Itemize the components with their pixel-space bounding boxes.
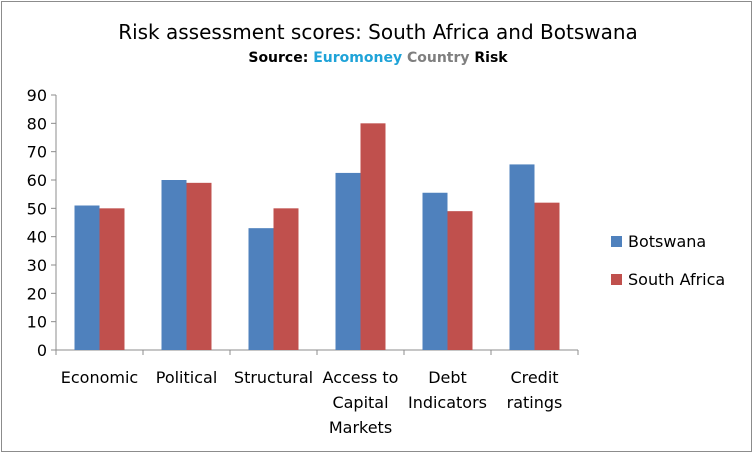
subtitle-risk: Risk xyxy=(474,50,508,66)
y-tick-label: 0 xyxy=(37,341,47,360)
bar-south-africa xyxy=(99,208,125,350)
subtitle-country: Country xyxy=(406,50,470,66)
x-category-label: Debt xyxy=(428,368,467,387)
subtitle-prefix: Source xyxy=(248,50,303,66)
subtitle-euromoney: Euromoney xyxy=(313,50,403,66)
y-tick-label: 80 xyxy=(27,114,47,133)
subtitle-separator: : xyxy=(302,50,314,66)
bar-south-africa xyxy=(447,211,473,350)
bar-south-africa xyxy=(273,208,299,350)
y-tick-label: 30 xyxy=(27,256,47,275)
legend-label: South Africa xyxy=(628,270,725,289)
x-category-label: Political xyxy=(156,368,218,387)
bar-south-africa xyxy=(360,123,386,350)
bar-botswana xyxy=(509,164,535,350)
bar-botswana xyxy=(422,192,448,350)
y-tick-label: 40 xyxy=(27,228,47,247)
y-tick-label: 50 xyxy=(27,199,47,218)
x-category-label: Credit xyxy=(510,368,558,387)
y-tick-label: 90 xyxy=(27,86,47,105)
bar-south-africa xyxy=(534,202,560,350)
x-category-label: Capital xyxy=(332,393,388,412)
y-tick-label: 60 xyxy=(27,171,47,190)
legend-swatch xyxy=(611,274,622,285)
y-tick-label: 10 xyxy=(27,313,47,332)
x-category-label: ratings xyxy=(507,393,563,412)
y-tick-label: 70 xyxy=(27,143,47,162)
y-tick-label: 20 xyxy=(27,284,47,303)
x-category-label: Economic xyxy=(61,368,138,387)
x-category-label: Indicators xyxy=(408,393,487,412)
bar-botswana xyxy=(335,172,361,350)
x-category-label: Access to xyxy=(323,368,399,387)
x-category-label: Markets xyxy=(329,418,392,437)
bar-botswana xyxy=(161,180,187,350)
x-category-label: Structural xyxy=(234,368,313,387)
bar-south-africa xyxy=(186,182,212,350)
bar-botswana xyxy=(74,205,100,350)
chart-subtitle: Source: Euromoney Country Risk xyxy=(0,50,756,66)
legend-label: Botswana xyxy=(628,232,706,251)
chart-title: Risk assessment scores: South Africa and… xyxy=(118,20,638,44)
legend-swatch xyxy=(611,236,622,247)
bar-botswana xyxy=(248,228,274,350)
